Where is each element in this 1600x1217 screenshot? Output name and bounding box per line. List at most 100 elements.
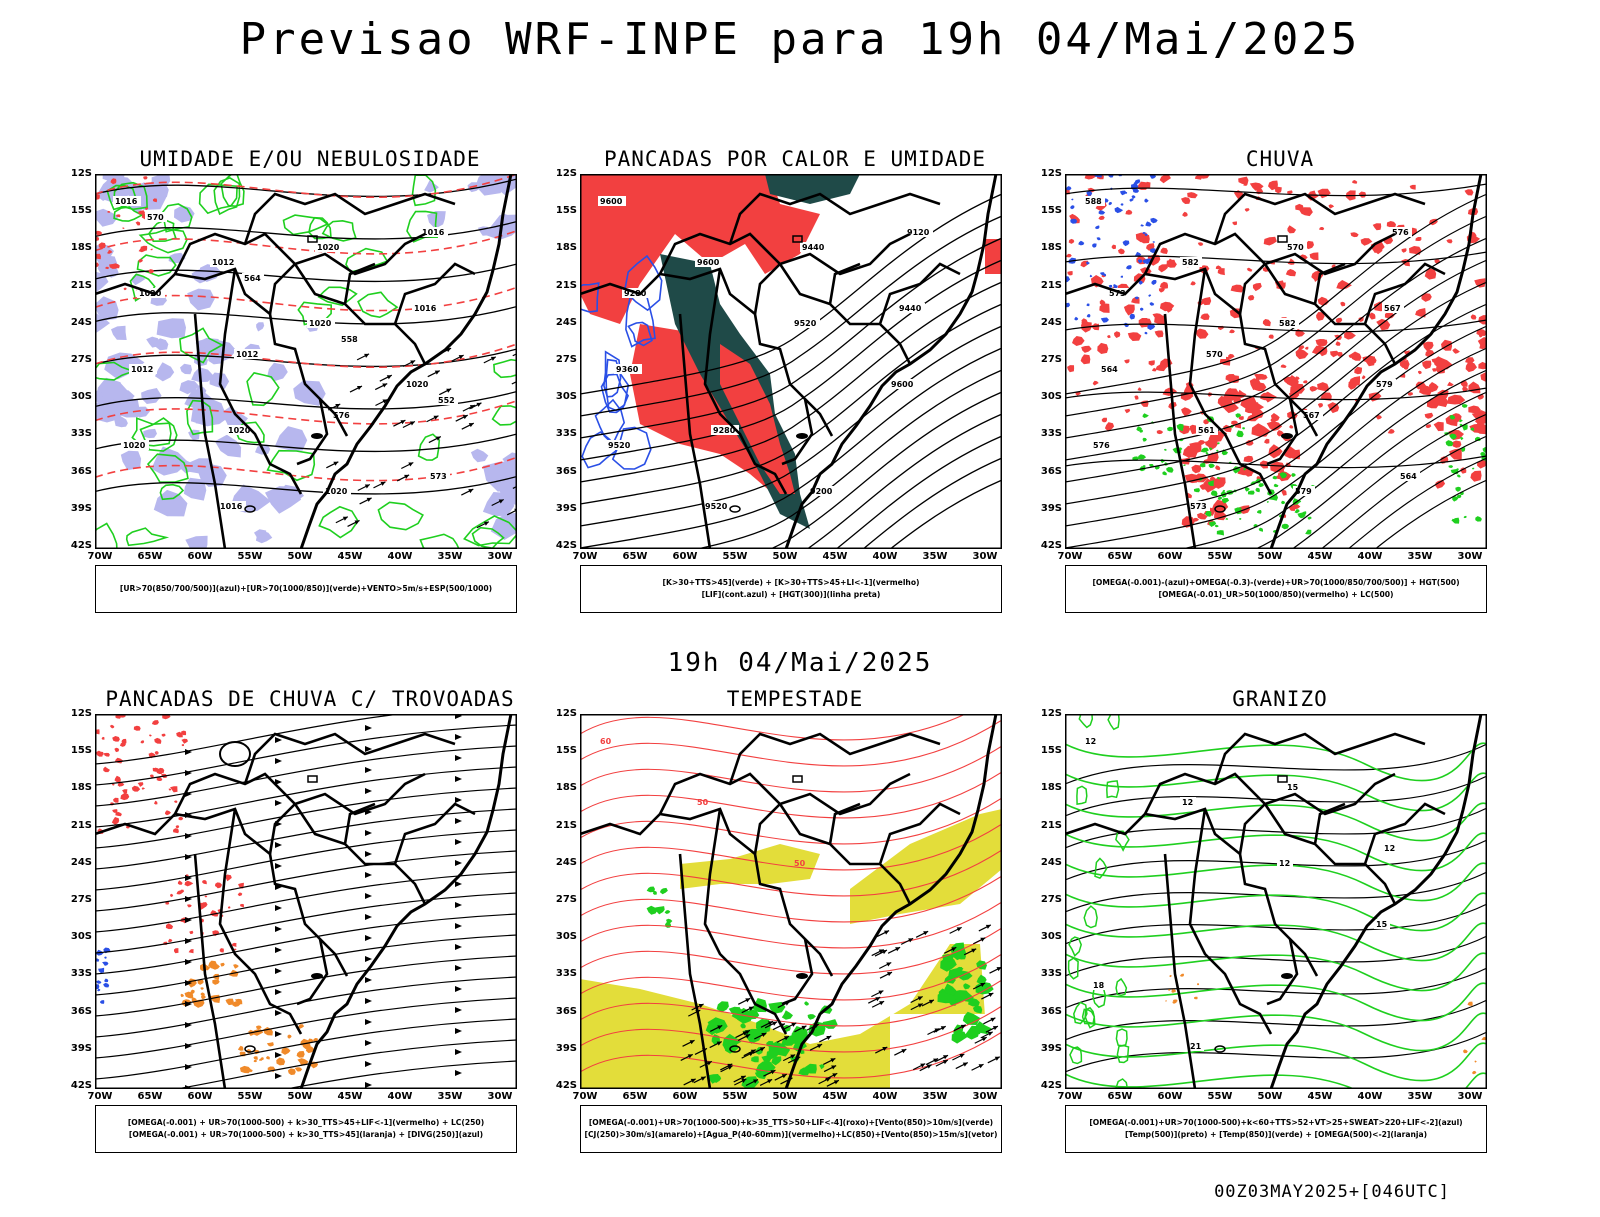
wind-arrowhead: [689, 1040, 695, 1045]
rain-area: [1415, 308, 1426, 318]
rain-area: [1424, 412, 1434, 419]
omega-rain-area: [1451, 518, 1455, 522]
omega-rain-area: [1258, 483, 1264, 488]
streamline-arrow: [275, 968, 282, 974]
omega-rain-area: [1166, 467, 1174, 473]
temperature-850-contour: [1065, 922, 1487, 962]
legend-line: [K>30+TTS>45](verde) + [K>30+TTS>45+LI<-…: [662, 578, 920, 587]
latitude-label: 30S: [1040, 391, 1062, 403]
wind-arrowhead: [759, 1047, 765, 1052]
contour-label-bg: [1277, 318, 1299, 328]
divergence-area: [103, 982, 110, 988]
latitude-label: 39S: [70, 502, 92, 514]
country-border: [878, 802, 961, 865]
streamline-850: [580, 719, 1002, 767]
country-border: [1213, 732, 1426, 785]
country-border: [778, 803, 912, 905]
contour-label-bg: [218, 501, 246, 511]
contour-label: 1020: [317, 243, 340, 252]
omega-rain-area: [1200, 447, 1209, 453]
thunderstorm-area: [224, 874, 232, 882]
omega-area: [1144, 198, 1149, 203]
streamline-arrow: [275, 863, 282, 869]
streamline-arrow: [275, 1031, 282, 1037]
omega-rain-area: [1455, 486, 1461, 492]
contour-label-bg: [420, 227, 448, 237]
humidity-contour: [491, 405, 517, 426]
country-border: [1213, 192, 1426, 245]
thunderstorm-area: [233, 948, 237, 951]
rain-area: [1447, 381, 1454, 387]
contour-label-bg: [800, 242, 828, 252]
wind-arrowhead: [468, 489, 474, 494]
panel-title: CHUVA: [1245, 147, 1315, 171]
humidity-contour: [148, 219, 177, 243]
wind-arrowhead: [335, 404, 341, 409]
wind-arrowhead: [790, 1054, 796, 1059]
panel-title: GRANIZO: [1232, 687, 1328, 711]
streamline-arrow: [185, 854, 192, 860]
streamline-arrow: [455, 755, 462, 761]
humidity-patch: [214, 434, 242, 458]
contour-label-bg: [1180, 797, 1196, 807]
rain-area: [1316, 312, 1325, 321]
panel-legend: [UR>70(850/700/500)](azul)+[UR>70(1000/8…: [95, 565, 517, 613]
rain-area: [1451, 440, 1462, 448]
streamline-arrow: [365, 1019, 372, 1025]
thickness-hatch: [109, 263, 118, 269]
streamline-arrow: [185, 1001, 192, 1007]
omega-rain-area: [1247, 490, 1255, 495]
longitude-label: 30W: [972, 551, 998, 562]
longitude-label: 60W: [1157, 1091, 1183, 1102]
rain-area: [1478, 361, 1487, 370]
thunderstorm-moderate-area: [266, 1056, 270, 1060]
contour-line: [1065, 281, 1487, 483]
country-border: [828, 262, 861, 305]
temperature-850-contour: [1115, 1028, 1128, 1047]
wind-arrowhead: [364, 484, 370, 489]
rain-area: [1166, 259, 1176, 267]
rain-area: [1154, 330, 1164, 338]
wind-arrowhead: [490, 356, 496, 361]
country-border: [1263, 803, 1397, 905]
contour-line: [95, 174, 517, 198]
lifted-index-contour: [611, 426, 652, 470]
thunderstorm-area: [149, 734, 152, 737]
streamline-arrow: [185, 1022, 192, 1028]
thickness-hatch: [98, 242, 106, 249]
wind-arrowhead: [832, 1073, 838, 1078]
temperature-850-contour: [1065, 1042, 1487, 1082]
contour-line: [1065, 347, 1487, 549]
rain-area: [1433, 421, 1444, 432]
omega-rain-area: [1462, 404, 1468, 408]
contour-label: 564: [1101, 365, 1118, 374]
omega-area: [1129, 313, 1135, 320]
latitude-label: 33S: [555, 428, 577, 440]
country-border: [1065, 807, 1319, 977]
lake-outline: [1214, 505, 1226, 513]
contour-label-bg: [606, 440, 634, 450]
wind-arrowhead: [879, 1001, 885, 1006]
rain-area: [1200, 313, 1210, 320]
legend-line: [OMEGA(-0.001)-(azul)+OMEGA(-0.3)-(verde…: [1092, 578, 1460, 587]
humidity-patch: [155, 362, 175, 382]
humidity-contour: [136, 254, 177, 277]
wind-arrowhead: [992, 1026, 998, 1031]
omega-500-area: [1194, 996, 1198, 1000]
longitude-label: 45W: [1307, 1091, 1333, 1102]
latitude-label: 27S: [1040, 354, 1062, 365]
latitude-label: 15S: [1040, 745, 1062, 757]
rain-area: [1478, 315, 1487, 325]
thunderstorm-moderate-area: [287, 1068, 296, 1075]
wind-arrowhead: [940, 1026, 946, 1031]
longitude-label: 60W: [672, 1091, 698, 1102]
contour-label-bg: [404, 379, 432, 389]
contour-line: [835, 435, 1002, 549]
omega-area: [1150, 217, 1158, 224]
omega-area: [1099, 272, 1105, 276]
wind-arrowhead: [971, 948, 977, 953]
rain-area: [1358, 191, 1367, 198]
contour-label-bg: [428, 471, 450, 481]
contour-label: 567: [1303, 411, 1320, 420]
rain-area: [1268, 334, 1274, 339]
